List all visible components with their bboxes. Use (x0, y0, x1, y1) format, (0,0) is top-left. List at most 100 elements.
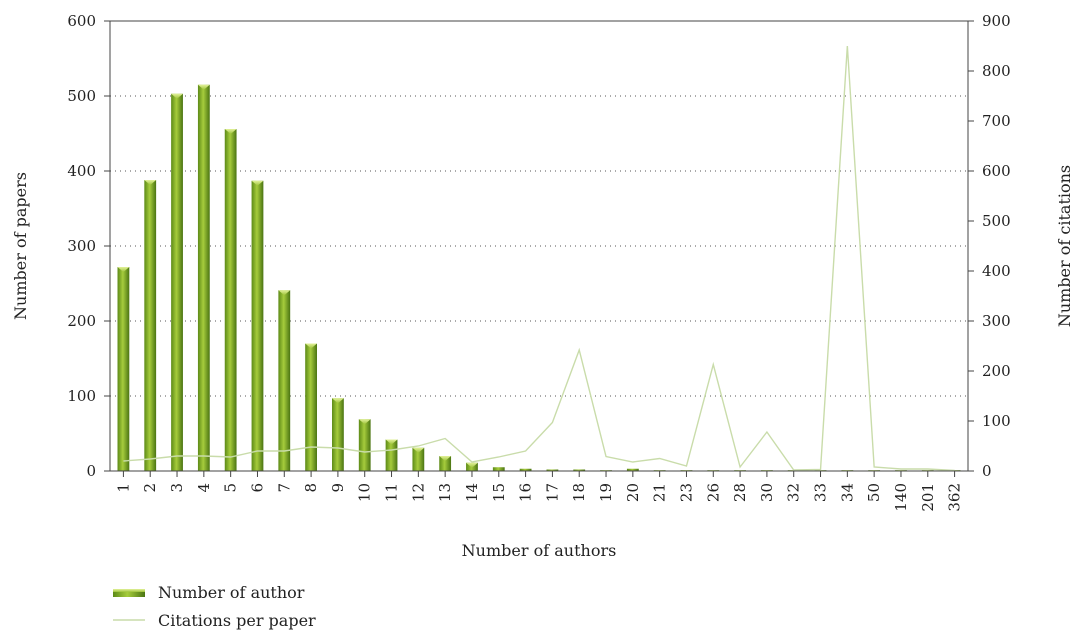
bar-body-20 (626, 468, 639, 471)
bar-cap-14 (466, 462, 478, 468)
bar-body-18 (573, 469, 586, 471)
legend-item-bars: Number of author (113, 583, 305, 602)
bar-body-10 (358, 419, 371, 471)
x-tick-label-15: 15 (490, 483, 508, 502)
y2-tick-label-200: 200 (982, 362, 1011, 380)
x-tick-label-12: 12 (409, 483, 427, 502)
y2-tick-label-700: 700 (982, 112, 1011, 130)
x-axis-title: Number of authors (462, 541, 617, 560)
bar-body-17 (546, 469, 559, 471)
x-tick-label-1: 1 (114, 483, 132, 493)
bar-cap-2 (144, 180, 157, 185)
bar-15 (492, 467, 505, 471)
bar-cap-9 (332, 398, 344, 404)
bar-5 (224, 129, 237, 471)
bar-6 (251, 180, 264, 471)
legend-bar-swatch-cap (113, 589, 145, 592)
x-tick-label-201: 201 (919, 483, 937, 512)
x-tick-label-2: 2 (141, 483, 159, 493)
bar-body-13 (439, 456, 452, 471)
bar-cap-6 (251, 180, 264, 186)
x-tick-label-8: 8 (302, 483, 320, 493)
grid-lines (110, 95, 968, 397)
bar-7 (278, 290, 291, 471)
bar-cap-7 (278, 290, 291, 296)
x-tick-label-6: 6 (248, 483, 266, 493)
x-tick-label-5: 5 (222, 483, 240, 493)
x-axis: 1 2 3 4 5 6 7 8 9 10 11 12 13 14 15 16 17 18 19 20 21 23 26 28 3… (114, 471, 964, 512)
x-tick-label-18: 18 (570, 483, 588, 502)
bar-cap-4 (197, 84, 210, 90)
bar-12 (412, 447, 425, 471)
right-axis: 0 100 200 300 400 500 600 700 800 900 (968, 12, 1011, 480)
bar-cap-13 (439, 456, 452, 461)
citations-line (123, 45, 955, 472)
bar-13 (439, 456, 452, 471)
x-tick-label-13: 13 (436, 483, 454, 502)
legend: Number of author Citations per paper (113, 583, 316, 630)
bar-14 (466, 462, 478, 471)
y-tick-label-500: 500 (67, 87, 96, 105)
bar-8 (305, 343, 317, 471)
bar-body-1 (117, 267, 130, 471)
x-tick-label-7: 7 (275, 483, 293, 493)
legend-item-line: Citations per paper (113, 611, 316, 630)
x-tick-label-19: 19 (597, 483, 615, 502)
bar-body-12 (412, 447, 425, 471)
bar-17 (546, 469, 559, 471)
bar-cap-10 (358, 419, 371, 425)
bar-18 (573, 469, 586, 471)
bar-16 (519, 468, 532, 471)
bar-cap-5 (224, 129, 237, 134)
bar-10 (358, 419, 371, 471)
x-tick-label-17: 17 (543, 483, 561, 502)
bar-body-7 (278, 290, 291, 471)
x-tick-label-3: 3 (168, 483, 186, 493)
y-tick-label-100: 100 (67, 387, 96, 405)
bar-2 (144, 180, 157, 471)
bar-body-3 (171, 93, 183, 471)
y-tick-label-600: 600 (67, 12, 96, 30)
bar-cap-12 (412, 447, 425, 453)
y-axis-title: Number of papers (11, 172, 30, 320)
left-axis: 0 100 200 300 400 500 600 (67, 12, 110, 480)
bar-11 (385, 439, 398, 471)
bar-body-16 (519, 468, 532, 471)
x-tick-label-32: 32 (785, 483, 803, 502)
bar-body-8 (305, 343, 317, 471)
bar-body-15 (492, 467, 505, 471)
bar-series (117, 84, 961, 471)
bar-20 (626, 468, 639, 471)
y2-tick-label-600: 600 (982, 162, 1011, 180)
bar-cap-3 (171, 93, 183, 99)
x-tick-label-4: 4 (195, 483, 213, 493)
legend-label-bars: Number of author (158, 583, 305, 602)
x-tick-label-21: 21 (651, 483, 669, 502)
x-tick-label-20: 20 (624, 483, 642, 502)
y2-tick-label-800: 800 (982, 62, 1011, 80)
y-tick-label-400: 400 (67, 162, 96, 180)
y2-tick-label-900: 900 (982, 12, 1011, 30)
x-tick-label-16: 16 (517, 483, 535, 502)
plot-frame (109, 20, 969, 472)
bar-4 (197, 84, 210, 471)
line-series (123, 45, 955, 472)
y-tick-label-300: 300 (67, 237, 96, 255)
y2-tick-label-300: 300 (982, 312, 1011, 330)
legend-label-line: Citations per paper (158, 611, 316, 630)
bar-cap-8 (305, 343, 317, 349)
x-tick-label-34: 34 (838, 483, 856, 502)
x-tick-label-10: 10 (356, 483, 374, 502)
bar-body-2 (144, 180, 157, 471)
x-tick-label-140: 140 (892, 483, 910, 512)
x-tick-label-362: 362 (946, 483, 964, 512)
x-tick-label-50: 50 (865, 483, 883, 502)
bar-body-5 (224, 129, 237, 471)
bar-cap-11 (385, 439, 398, 445)
x-tick-label-26: 26 (704, 483, 722, 502)
x-tick-label-28: 28 (731, 483, 749, 502)
x-tick-label-14: 14 (463, 483, 481, 502)
y2-tick-label-500: 500 (982, 212, 1011, 230)
bar-body-11 (385, 439, 398, 471)
